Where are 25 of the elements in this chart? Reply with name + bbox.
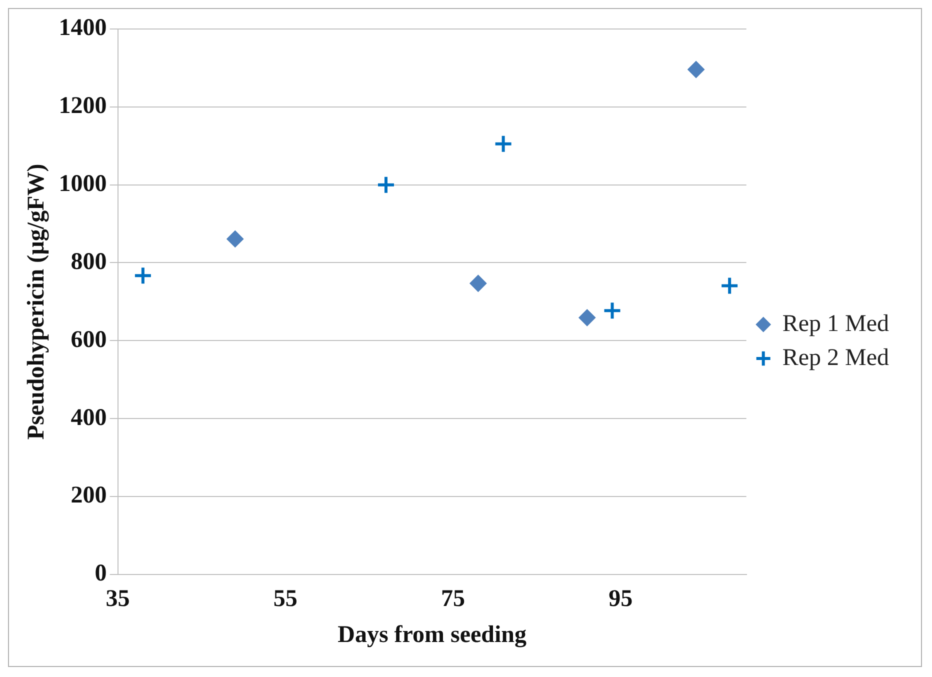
point [688, 61, 705, 78]
legend-label: Rep 1 Med [782, 310, 890, 337]
x-tick-label: 75 [441, 586, 466, 612]
y-tick-label: 1400 [58, 15, 107, 42]
legend-label: Rep 2 Med [782, 344, 890, 371]
point [133, 266, 152, 286]
point [470, 274, 487, 292]
x-axis-title: Days from seeding [338, 622, 527, 648]
point [720, 276, 740, 296]
x-tick-label: 35 [106, 586, 130, 612]
y-tick-label: 1000 [58, 171, 107, 198]
y-tick-label: 400 [70, 404, 107, 431]
point [578, 309, 596, 326]
y-axis-title: Pseudohypericin (µg/gFW) [24, 164, 50, 440]
x-tick-label: 95 [608, 586, 633, 612]
point [376, 175, 396, 194]
x-tick-label: 55 [273, 586, 298, 612]
y-tick-label: 0 [94, 560, 107, 587]
y-tick-label: 1200 [58, 93, 107, 120]
point [494, 134, 513, 154]
y-tick-label: 800 [70, 248, 107, 275]
y-tick-label: 600 [70, 326, 107, 353]
y-tick-label: 200 [70, 482, 107, 509]
point [602, 301, 622, 320]
point [226, 230, 244, 248]
